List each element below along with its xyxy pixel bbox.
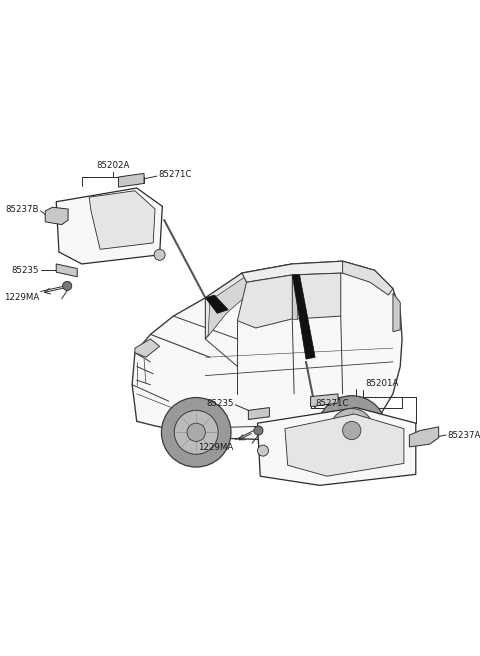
- Text: 85271C: 85271C: [159, 170, 192, 179]
- Text: 85237B: 85237B: [5, 205, 39, 214]
- Circle shape: [154, 249, 165, 260]
- Circle shape: [161, 398, 231, 467]
- Text: 85235: 85235: [12, 266, 39, 275]
- Circle shape: [257, 445, 268, 456]
- Text: 85271C: 85271C: [315, 400, 348, 409]
- Polygon shape: [292, 275, 315, 359]
- Polygon shape: [89, 191, 155, 249]
- Circle shape: [254, 426, 263, 435]
- Text: 85237A: 85237A: [448, 430, 480, 440]
- Polygon shape: [205, 295, 228, 314]
- Polygon shape: [132, 261, 402, 440]
- Text: 85235: 85235: [206, 399, 234, 407]
- Text: 1229MA: 1229MA: [3, 293, 39, 302]
- Polygon shape: [56, 264, 77, 277]
- Text: 85201A: 85201A: [365, 379, 399, 388]
- Polygon shape: [208, 270, 289, 337]
- Polygon shape: [285, 414, 404, 476]
- Polygon shape: [248, 407, 269, 419]
- Polygon shape: [205, 264, 292, 339]
- Circle shape: [330, 409, 374, 453]
- Circle shape: [343, 421, 361, 440]
- Polygon shape: [409, 427, 439, 447]
- Polygon shape: [238, 275, 292, 328]
- Polygon shape: [257, 407, 416, 485]
- Polygon shape: [135, 339, 160, 358]
- Circle shape: [174, 411, 218, 454]
- Text: 1229MA: 1229MA: [198, 443, 234, 452]
- Circle shape: [317, 396, 386, 465]
- Polygon shape: [56, 188, 162, 264]
- Polygon shape: [119, 173, 144, 187]
- Polygon shape: [45, 207, 68, 224]
- Polygon shape: [343, 261, 393, 295]
- Polygon shape: [242, 261, 374, 282]
- Polygon shape: [292, 275, 297, 319]
- Text: 85202A: 85202A: [96, 161, 130, 170]
- Polygon shape: [393, 293, 400, 332]
- Polygon shape: [294, 273, 341, 319]
- Polygon shape: [311, 394, 338, 407]
- Circle shape: [187, 423, 205, 441]
- Circle shape: [62, 281, 72, 291]
